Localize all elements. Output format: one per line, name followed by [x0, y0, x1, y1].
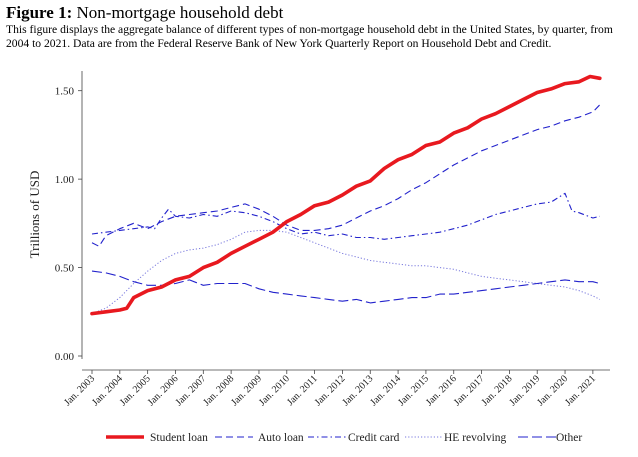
- series-line-credit-card: [91, 192, 600, 240]
- series-line-student-loan: [90, 74, 602, 316]
- legend-label: Student loan: [150, 432, 208, 444]
- y-tick-label: 1.50: [55, 86, 75, 98]
- series-line-he-revolving: [91, 229, 601, 315]
- figure-title-text: Non-mortgage household debt: [76, 3, 284, 22]
- y-axis-label: Trillions of USD: [27, 171, 42, 259]
- series-line-other: [91, 270, 600, 304]
- y-tick-label: 0.50: [55, 263, 75, 275]
- y-tick-label: 1.00: [55, 174, 75, 186]
- y-tick-label: 0.00: [55, 351, 75, 363]
- legend-label: Auto loan: [258, 432, 304, 444]
- figure-label: Figure 1:: [6, 3, 73, 22]
- figure-title: Figure 1: Non-mortgage household debt: [6, 3, 283, 23]
- x-tick-label: Jan. 2021: [563, 373, 598, 408]
- legend-label: HE revolving: [444, 432, 507, 444]
- legend: Student loan Auto loan Credit card HE revol…: [106, 432, 582, 444]
- figure-caption: This figure displays the aggregate balan…: [6, 23, 613, 50]
- legend-label: Credit card: [348, 432, 400, 444]
- series-layer: [90, 74, 602, 316]
- plot-area: [82, 72, 610, 370]
- legend-label: Other: [556, 432, 582, 444]
